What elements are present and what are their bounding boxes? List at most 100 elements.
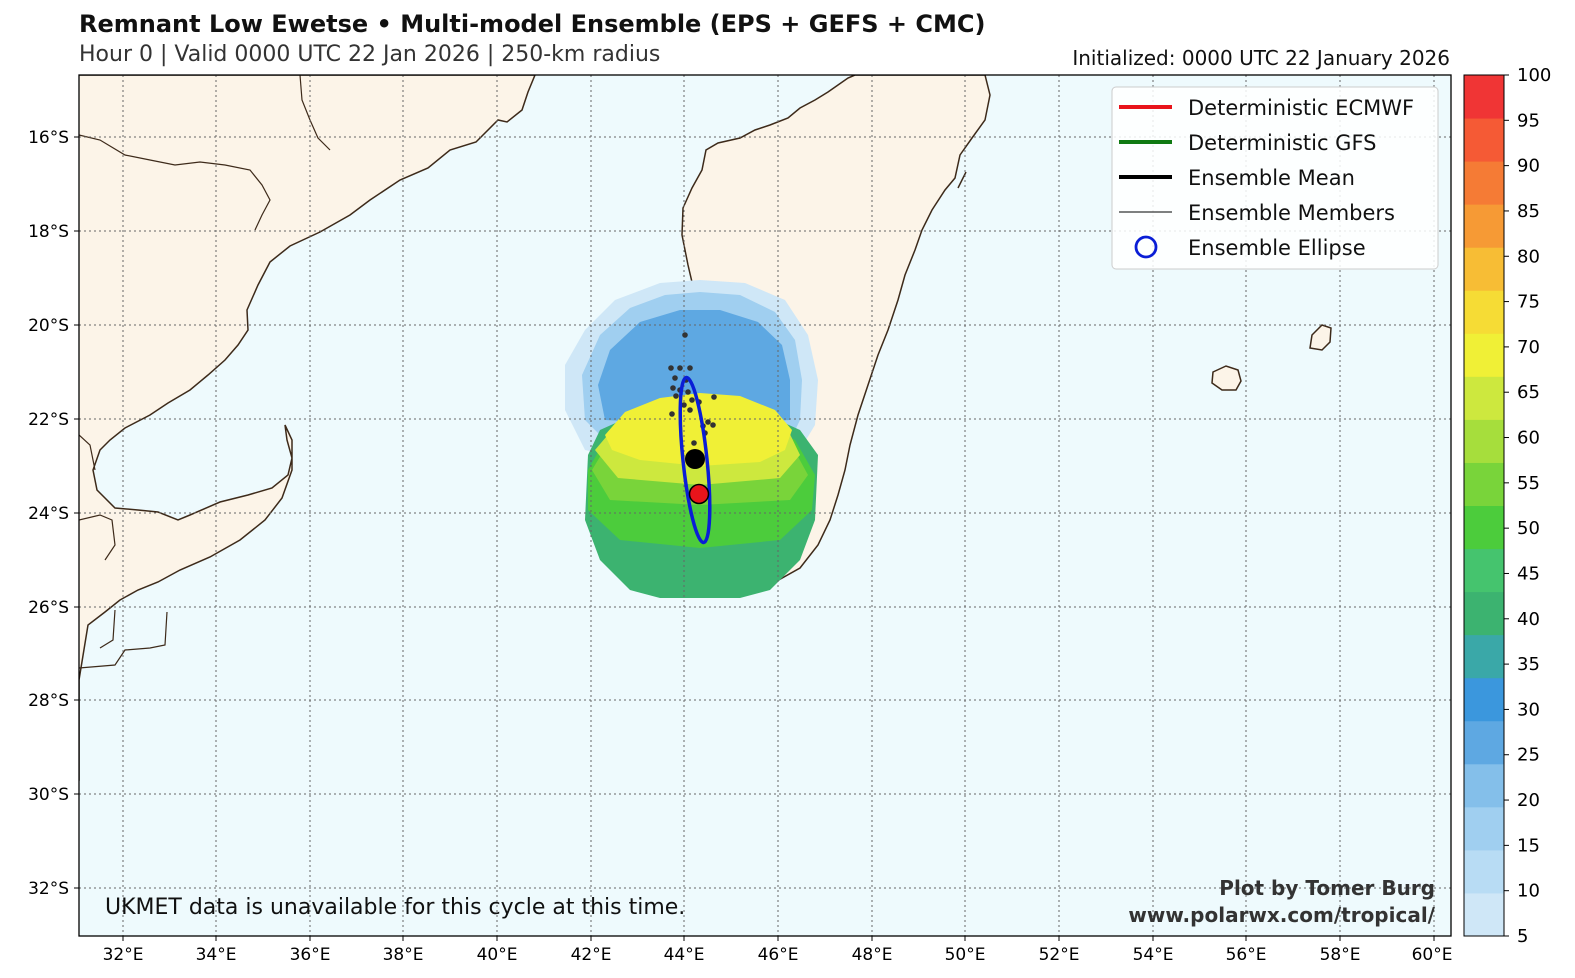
ensemble-member-point bbox=[685, 389, 691, 395]
lon-label: 44°E bbox=[664, 945, 705, 965]
ensemble-member-point bbox=[687, 365, 693, 371]
legend-box bbox=[1111, 86, 1439, 270]
lon-label: 58°E bbox=[1320, 945, 1361, 965]
lat-label: 32°S bbox=[28, 879, 69, 899]
ensemble-member-point bbox=[670, 385, 676, 391]
colorbar-swatch bbox=[1464, 75, 1504, 119]
colorbar-label: 55 bbox=[1517, 473, 1540, 494]
colorbar-swatch bbox=[1464, 591, 1504, 636]
axis-ticks bbox=[74, 136, 1435, 941]
colorbar-swatch bbox=[1464, 806, 1504, 851]
legend: Deterministic ECMWF Deterministic GFS En… bbox=[1111, 86, 1439, 270]
colorbar-label: 75 bbox=[1517, 292, 1540, 313]
colorbar-swatch bbox=[1464, 290, 1504, 334]
africa-land bbox=[79, 75, 536, 781]
colorbar-label: 80 bbox=[1517, 246, 1540, 267]
colorbar-frame bbox=[1463, 74, 1505, 937]
ukmet-note: UKMET data is unavailable for this cycle… bbox=[105, 895, 685, 920]
lon-label: 48°E bbox=[852, 945, 893, 965]
colorbar-swatch bbox=[1464, 376, 1504, 420]
legend-label: Ensemble Members bbox=[1188, 201, 1395, 225]
lat-lon-grid bbox=[79, 75, 1451, 936]
comoros-islet bbox=[957, 171, 967, 189]
ensemble-member-point bbox=[672, 375, 678, 381]
colorbar-label: 40 bbox=[1517, 609, 1540, 630]
colorbar: 5 10 15 20 25 30 35 40 45 50 55 60 65 70 75 80 85 90 95 100 bbox=[1463, 65, 1551, 947]
legend-label: Ensemble Mean bbox=[1188, 166, 1355, 190]
lon-label: 42°E bbox=[571, 945, 612, 965]
colorbar-swatch bbox=[1464, 548, 1504, 593]
ensemble-member-point bbox=[673, 393, 679, 399]
initialized-time: Initialized: 0000 UTC 22 January 2026 bbox=[1072, 46, 1450, 70]
colorbar-label: 100 bbox=[1517, 65, 1551, 86]
ensemble-ellipse bbox=[678, 375, 712, 545]
lon-label: 60°E bbox=[1412, 945, 1453, 965]
colorbar-label: 15 bbox=[1517, 835, 1540, 856]
lon-label: 56°E bbox=[1226, 945, 1267, 965]
credit-author: Plot by Tomer Burg bbox=[1219, 876, 1435, 900]
lon-label: 32°E bbox=[103, 945, 144, 965]
colorbar-label: 85 bbox=[1517, 201, 1540, 222]
colorbar-swatch bbox=[1464, 849, 1504, 894]
map-subtitle: Hour 0 | Valid 0000 UTC 22 Jan 2026 | 25… bbox=[79, 42, 661, 67]
legend-label: Deterministic GFS bbox=[1188, 131, 1377, 155]
mauritius-island bbox=[1309, 324, 1332, 351]
country-borders bbox=[79, 75, 331, 669]
lon-label: 46°E bbox=[758, 945, 799, 965]
colorbar-swatch bbox=[1464, 720, 1504, 765]
colorbar-swatch bbox=[1464, 333, 1504, 377]
colorbar-swatch bbox=[1464, 505, 1504, 550]
ensemble-member-point bbox=[669, 411, 675, 417]
credit-url: www.polarwx.com/tropical/ bbox=[1128, 903, 1435, 927]
colorbar-label: 95 bbox=[1517, 110, 1540, 131]
colorbar-swatch bbox=[1464, 634, 1504, 679]
lon-label: 54°E bbox=[1133, 945, 1174, 965]
reunion-island bbox=[1211, 365, 1242, 391]
lon-label: 36°E bbox=[290, 945, 331, 965]
colorbar-swatch bbox=[1464, 419, 1504, 463]
legend-swatch-ellipse bbox=[1134, 235, 1158, 259]
colorbar-label: 90 bbox=[1517, 156, 1540, 177]
lat-label: 26°S bbox=[28, 598, 69, 618]
lat-label: 16°S bbox=[28, 128, 69, 148]
lon-label: 38°E bbox=[383, 945, 424, 965]
colorbar-swatch bbox=[1464, 118, 1504, 162]
map-frame bbox=[78, 74, 1452, 937]
colorbar-swatch bbox=[1464, 204, 1504, 248]
lat-label: 24°S bbox=[28, 504, 69, 524]
colorbar-label: 60 bbox=[1517, 428, 1540, 449]
ensemble-member-point bbox=[681, 402, 687, 408]
ensemble-member-point bbox=[689, 397, 695, 403]
ensemble-member-point bbox=[668, 365, 674, 371]
colorbar-label: 20 bbox=[1517, 790, 1540, 811]
legend-label: Ensemble Ellipse bbox=[1188, 236, 1366, 260]
colorbar-label: 10 bbox=[1517, 881, 1540, 902]
colorbar-swatch bbox=[1464, 677, 1504, 722]
colorbar-label: 50 bbox=[1517, 518, 1540, 539]
ensemble-member-point bbox=[677, 365, 683, 371]
lon-label: 34°E bbox=[196, 945, 237, 965]
colorbar-swatch bbox=[1464, 161, 1504, 205]
colorbar-label: 35 bbox=[1517, 654, 1540, 675]
ecmwf-marker bbox=[688, 483, 710, 505]
legend-label: Deterministic ECMWF bbox=[1188, 96, 1414, 120]
lat-label: 30°S bbox=[28, 785, 69, 805]
colorbar-swatch bbox=[1464, 247, 1504, 291]
lon-label: 40°E bbox=[477, 945, 518, 965]
ensemble-member-point bbox=[711, 394, 717, 400]
colorbar-label: 45 bbox=[1517, 563, 1540, 584]
lat-label: 18°S bbox=[28, 222, 69, 242]
lon-label: 52°E bbox=[1039, 945, 1080, 965]
ensemble-member-point bbox=[710, 422, 716, 428]
colorbar-label: 70 bbox=[1517, 337, 1540, 358]
ensemble-member-point bbox=[687, 407, 693, 413]
lat-label: 28°S bbox=[28, 691, 69, 711]
lat-label: 20°S bbox=[28, 316, 69, 336]
colorbar-swatch bbox=[1464, 763, 1504, 808]
colorbar-swatch bbox=[1464, 892, 1504, 937]
colorbar-label: 30 bbox=[1517, 699, 1540, 720]
colorbar-label: 25 bbox=[1517, 745, 1540, 766]
lon-label: 50°E bbox=[945, 945, 986, 965]
ensemble-member-point bbox=[705, 419, 711, 425]
